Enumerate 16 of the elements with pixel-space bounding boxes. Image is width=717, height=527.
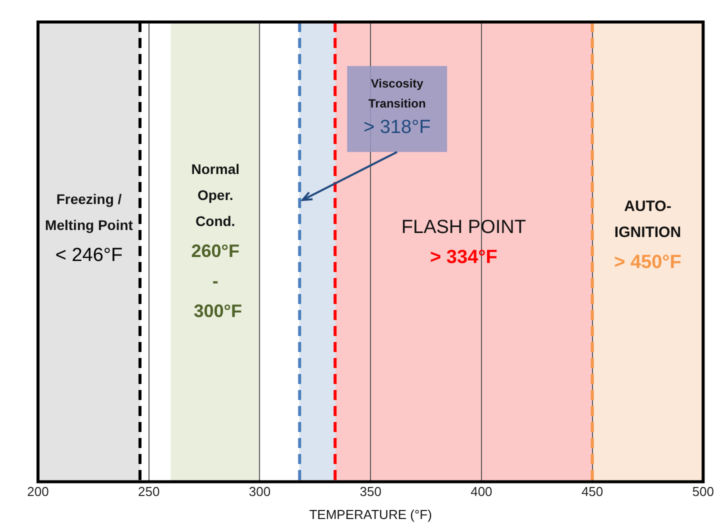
x-tick-label: 350 — [360, 484, 382, 500]
ref-line-label: > 450°F — [614, 252, 682, 274]
annotation: 260°F - 300°F — [188, 240, 242, 321]
x-tick-label: 250 — [138, 484, 160, 500]
series-label: AUTO-IGNITION — [614, 198, 682, 242]
series-label: Normal Oper. Cond. — [191, 160, 240, 229]
x-tick-label: 500 — [692, 484, 714, 500]
x-tick-label: 300 — [248, 484, 271, 500]
x-axis-title: TEMPERATURE (°F) — [309, 506, 432, 522]
text: Viscosity Transition — [368, 76, 426, 110]
x-tick-label: 200 — [27, 484, 49, 500]
x-tick-label: 400 — [470, 484, 492, 500]
series-label: Freezing / Melting Point — [45, 190, 134, 233]
x-tick-label: 450 — [581, 484, 604, 500]
ref-line-label: > 318°F — [363, 117, 431, 138]
ref-line-label: < 246°F — [55, 245, 123, 266]
